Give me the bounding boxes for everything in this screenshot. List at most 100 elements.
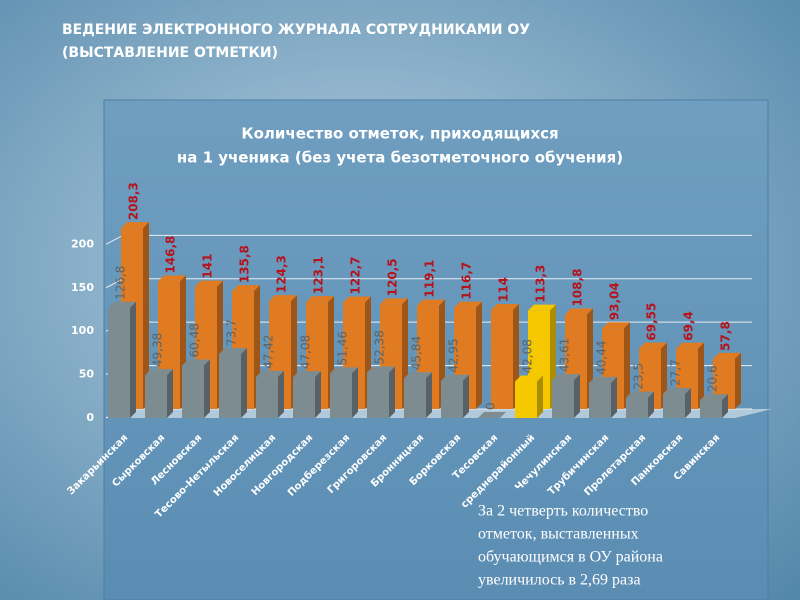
value-label: 52,38 [373,330,387,364]
value-label: 119,1 [423,260,437,298]
y-tick-label: 200 [71,237,94,250]
value-label: 122,7 [349,257,363,295]
bar-side [574,374,580,418]
value-label: 60,48 [188,323,202,357]
bar-top [404,372,432,379]
bar-top [121,222,149,229]
bar-top [269,295,297,302]
bar [552,380,574,418]
bar [219,354,241,418]
note: отметок, выставленных [478,526,639,543]
value-label: 42,95 [447,338,461,372]
bar [515,381,537,418]
bar-top [700,394,728,401]
value-label: 40,44 [595,341,609,375]
bar [404,378,426,418]
bar-top [293,371,321,378]
bar-side [698,342,704,409]
value-label: 57,8 [719,321,733,351]
value-label: 23,5 [632,363,646,390]
bar-top [232,285,260,292]
note: За 2 четверть количество [478,503,648,520]
bar-side [426,372,432,418]
value-label: 123,1 [312,256,326,294]
bar-top [306,296,334,303]
bar-top [515,375,543,382]
bar [663,393,685,418]
bar [441,380,463,418]
note: увеличилось в 2,69 раза [478,572,641,589]
bar-top [108,301,136,308]
bar-top [380,298,408,305]
bar [367,372,389,418]
chart-title: Количество отметок, приходящихся [241,125,558,143]
bar-side [167,369,173,418]
bar-side [352,367,358,418]
bar-side [204,359,210,418]
bar-side [722,394,728,418]
chart-title: на 1 ученика (без учета безотметочного о… [177,149,623,167]
bar-top [195,280,223,287]
value-label: 126,8 [114,266,128,300]
bar-top [441,374,469,381]
bar-side [315,371,321,418]
bar [256,376,278,418]
slide-title: ВЕДЕНИЕ ЭЛЕКТРОННОГО ЖУРНАЛА СОТРУДНИКАМ… [62,22,530,38]
bar-top [158,275,186,282]
bar-top [491,304,519,311]
y-tick-label: 0 [86,411,94,424]
value-label: 114 [497,277,511,302]
bar [145,375,167,418]
value-label: 146,8 [164,236,178,274]
bar-side [624,322,630,409]
bar-top [219,348,247,355]
bar-top [417,299,445,306]
bar-top [256,370,284,377]
y-tick-label: 50 [79,368,95,381]
bar-top [676,342,704,349]
value-label: 73,7 [225,319,239,346]
value-label: 120,5 [386,258,400,296]
bar-top [713,352,741,359]
note: обучающимся в ОУ района [478,549,663,566]
value-label: 141 [201,254,215,279]
bar-top [552,374,580,381]
bar [182,365,204,418]
bar-top [663,387,691,394]
bar-top [589,376,617,383]
value-label: 49,38 [151,333,165,367]
value-label: 69,55 [645,303,659,341]
bar-top [478,412,506,418]
bar-top [639,342,667,349]
bar-top [343,296,371,303]
bar-top [145,369,173,376]
value-label: 45,84 [410,336,424,370]
bar-top [528,304,556,311]
value-label: 124,3 [275,255,289,293]
bar-top [454,301,482,308]
value-label: 43,61 [558,338,572,372]
bar [491,310,513,409]
value-label: 42,08 [521,339,535,373]
bar [626,397,648,418]
bar [293,377,315,418]
value-label: 51,46 [336,331,350,365]
bar [330,373,352,418]
bar-side [278,370,284,418]
y-tick-label: 150 [71,281,94,294]
bar-side [476,301,482,409]
value-label: 135,8 [238,245,252,283]
value-label: 0 [484,402,498,410]
bar-side [241,348,247,418]
bar-top [182,359,210,366]
bar-side [735,352,741,409]
value-label: 108,8 [571,269,585,307]
value-label: 27,7 [669,359,683,386]
bar-side [685,387,691,418]
value-label: 113,3 [534,265,548,303]
value-label: 93,04 [608,282,622,320]
bar-side [537,375,543,418]
value-label: 116,7 [460,262,474,300]
value-label: 47,42 [262,334,276,368]
